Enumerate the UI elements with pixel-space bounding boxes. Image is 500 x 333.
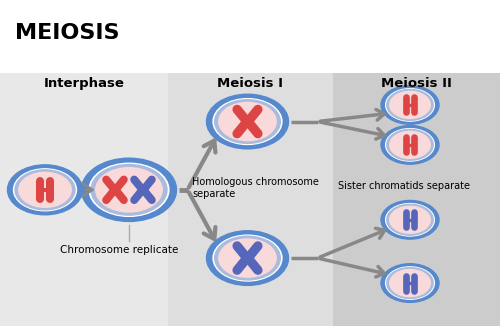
- Circle shape: [89, 163, 169, 216]
- Text: Homologous chromosome
separate: Homologous chromosome separate: [192, 177, 320, 199]
- Circle shape: [386, 267, 434, 299]
- Circle shape: [381, 126, 439, 164]
- Circle shape: [387, 268, 433, 298]
- Circle shape: [387, 204, 433, 235]
- Circle shape: [19, 172, 72, 207]
- Circle shape: [214, 100, 280, 144]
- Circle shape: [141, 188, 145, 191]
- Circle shape: [387, 90, 433, 120]
- Circle shape: [214, 236, 280, 280]
- Circle shape: [15, 170, 75, 210]
- Circle shape: [91, 165, 167, 215]
- Bar: [332, 73, 500, 326]
- Text: Interphase: Interphase: [44, 77, 124, 90]
- Circle shape: [390, 206, 430, 233]
- Circle shape: [213, 99, 282, 145]
- Circle shape: [245, 120, 250, 123]
- Text: Meiosis II: Meiosis II: [380, 77, 452, 90]
- Text: MEIOSIS: MEIOSIS: [15, 23, 120, 43]
- Circle shape: [390, 131, 430, 159]
- Circle shape: [206, 94, 288, 149]
- Circle shape: [8, 165, 83, 215]
- Bar: [168, 73, 332, 326]
- Circle shape: [14, 169, 76, 211]
- Circle shape: [219, 239, 276, 277]
- Circle shape: [245, 256, 250, 260]
- Circle shape: [386, 129, 434, 161]
- Circle shape: [206, 231, 288, 285]
- Text: Chromosome replicate: Chromosome replicate: [60, 245, 178, 255]
- Circle shape: [386, 89, 434, 121]
- Circle shape: [387, 130, 433, 160]
- Circle shape: [390, 269, 430, 297]
- Circle shape: [82, 158, 176, 221]
- Circle shape: [96, 168, 162, 212]
- Circle shape: [381, 86, 439, 124]
- Circle shape: [381, 264, 439, 302]
- Bar: [0, 73, 168, 326]
- Circle shape: [381, 200, 439, 239]
- Circle shape: [213, 235, 282, 281]
- Circle shape: [113, 188, 117, 191]
- Circle shape: [390, 91, 430, 119]
- Text: Sister chromatids separate: Sister chromatids separate: [338, 181, 469, 191]
- Circle shape: [219, 103, 276, 141]
- Circle shape: [386, 203, 434, 236]
- Text: Meiosis I: Meiosis I: [217, 77, 283, 90]
